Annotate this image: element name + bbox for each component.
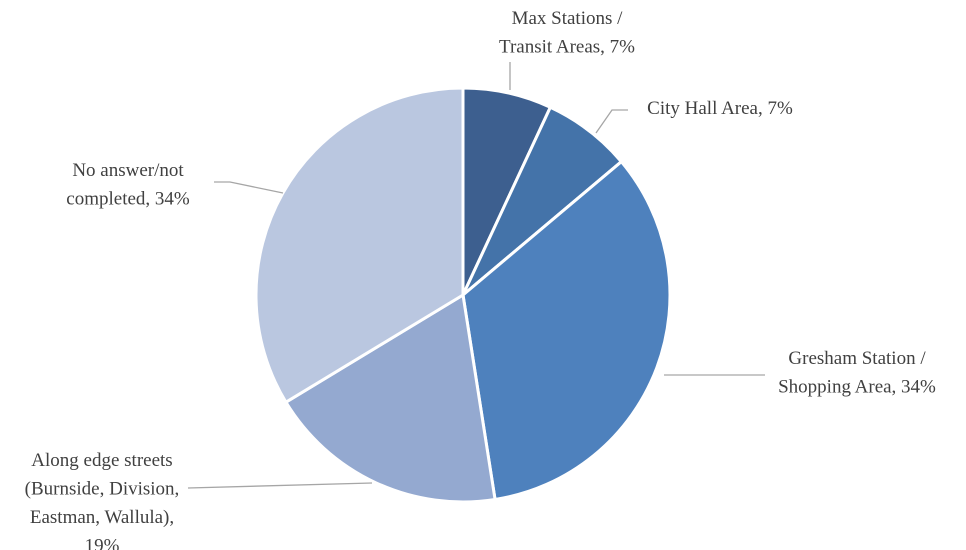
leader-line: [214, 181, 284, 194]
data-label-line: Along edge streets: [31, 450, 172, 471]
pie-slice: [283, 292, 497, 504]
data-label: Max Stations / Transit Areas, 7%: [499, 8, 635, 58]
data-label-line: No answer/not: [72, 160, 184, 181]
data-label: Gresham Station / Shopping Area, 34%: [778, 348, 936, 398]
data-label-line: Shopping Area, 34%: [778, 377, 936, 398]
data-label: City Hall Area, 7%: [647, 98, 793, 119]
data-label-line: City Hall Area, 7%: [647, 98, 793, 119]
data-label: No answer/not completed, 34%: [66, 160, 190, 210]
data-label-line: Transit Areas, 7%: [499, 37, 635, 58]
data-label-line: Max Stations /: [512, 8, 624, 29]
data-label-line: 19%: [85, 536, 120, 550]
leader-line: [595, 109, 628, 134]
data-label-line: (Burnside, Division,: [25, 479, 180, 500]
data-label-line: completed, 34%: [66, 189, 190, 210]
data-label-line: Eastman, Wallula),: [30, 507, 174, 528]
data-label-line: Gresham Station /: [788, 348, 926, 369]
data-label: Along edge streets (Burnside, Division, Ea…: [25, 450, 180, 550]
leader-line: [187, 482, 373, 489]
pie-slice: [461, 159, 672, 502]
